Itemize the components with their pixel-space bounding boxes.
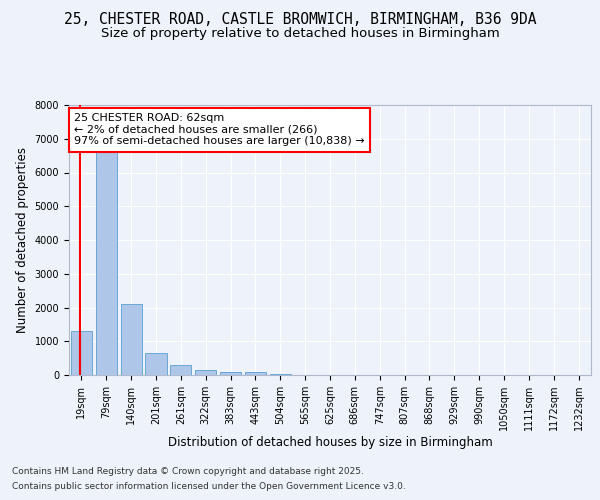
- X-axis label: Distribution of detached houses by size in Birmingham: Distribution of detached houses by size …: [167, 436, 493, 449]
- Bar: [195, 370, 216, 375]
- Bar: [170, 365, 191, 375]
- Text: Size of property relative to detached houses in Birmingham: Size of property relative to detached ho…: [101, 28, 499, 40]
- Text: 25 CHESTER ROAD: 62sqm
← 2% of detached houses are smaller (266)
97% of semi-det: 25 CHESTER ROAD: 62sqm ← 2% of detached …: [74, 113, 365, 146]
- Bar: [121, 304, 142, 375]
- Bar: [96, 150, 117, 375]
- Bar: [270, 374, 291, 375]
- Bar: [220, 372, 241, 375]
- Text: 25, CHESTER ROAD, CASTLE BROMWICH, BIRMINGHAM, B36 9DA: 25, CHESTER ROAD, CASTLE BROMWICH, BIRMI…: [64, 12, 536, 28]
- Bar: [245, 372, 266, 375]
- Text: Contains public sector information licensed under the Open Government Licence v3: Contains public sector information licen…: [12, 482, 406, 491]
- Text: Contains HM Land Registry data © Crown copyright and database right 2025.: Contains HM Land Registry data © Crown c…: [12, 467, 364, 476]
- Bar: [145, 353, 167, 375]
- Bar: [71, 331, 92, 375]
- Y-axis label: Number of detached properties: Number of detached properties: [16, 147, 29, 333]
